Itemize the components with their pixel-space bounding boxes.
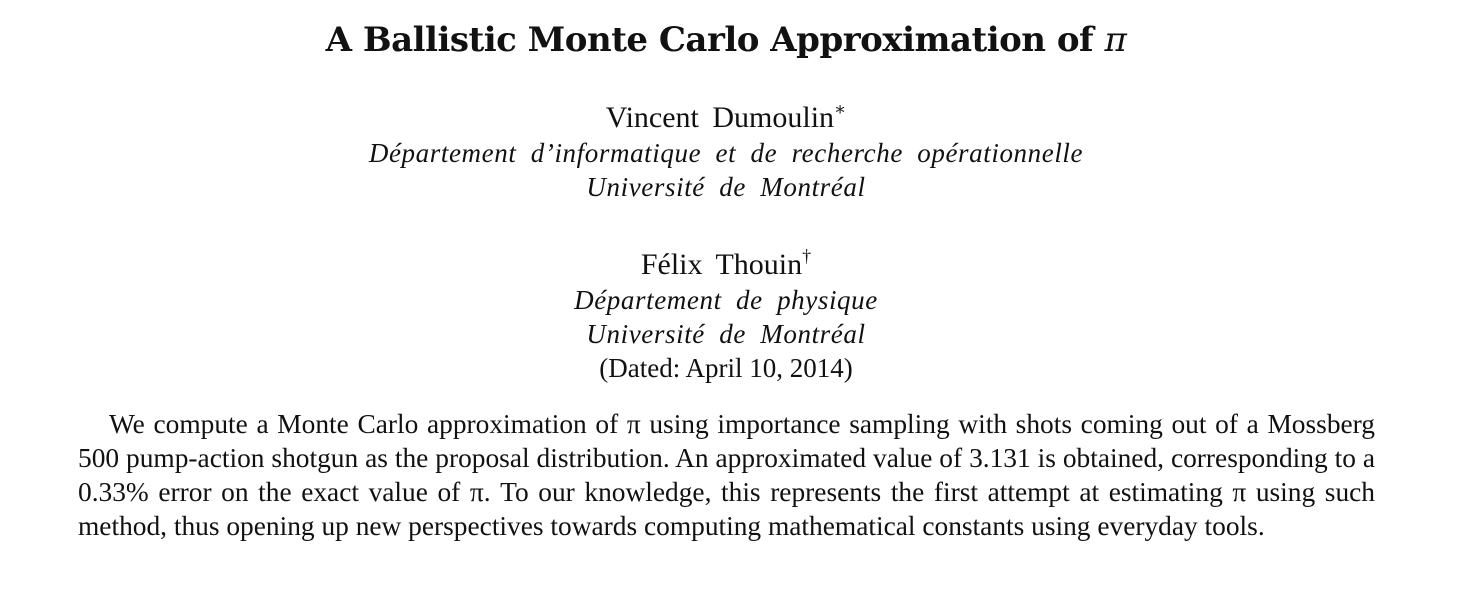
author-department: Département d’informatique et de recherc… — [368, 138, 1084, 168]
author-department: Département de physique — [574, 285, 878, 315]
author-name-text: Vincent Dumoulin — [605, 101, 835, 134]
paper-title: A Ballistic Monte Carlo Approximation of… — [0, 12, 1452, 68]
author-university: Université de Montréal — [586, 319, 866, 349]
author-name-text: Félix Thouin — [640, 248, 803, 281]
paper-title-text: A Ballistic Monte Carlo Approximation of — [325, 20, 1094, 60]
paper-title-symbol: π — [1104, 20, 1127, 60]
author-block-2: Félix Thouin† Département de physique Un… — [0, 247, 1452, 385]
author-footnote-mark: † — [802, 246, 812, 266]
date-line: (Dated: April 10, 2014) — [599, 353, 853, 383]
author-university: Université de Montréal — [586, 172, 866, 202]
author-footnote-mark: ∗ — [834, 99, 847, 119]
author-block-1: Vincent Dumoulin∗ Département d’informat… — [0, 100, 1452, 204]
author-name: Félix Thouin† — [0, 247, 1452, 283]
abstract-text: We compute a Monte Carlo approximation o… — [78, 409, 1375, 541]
author-name: Vincent Dumoulin∗ — [0, 100, 1452, 136]
